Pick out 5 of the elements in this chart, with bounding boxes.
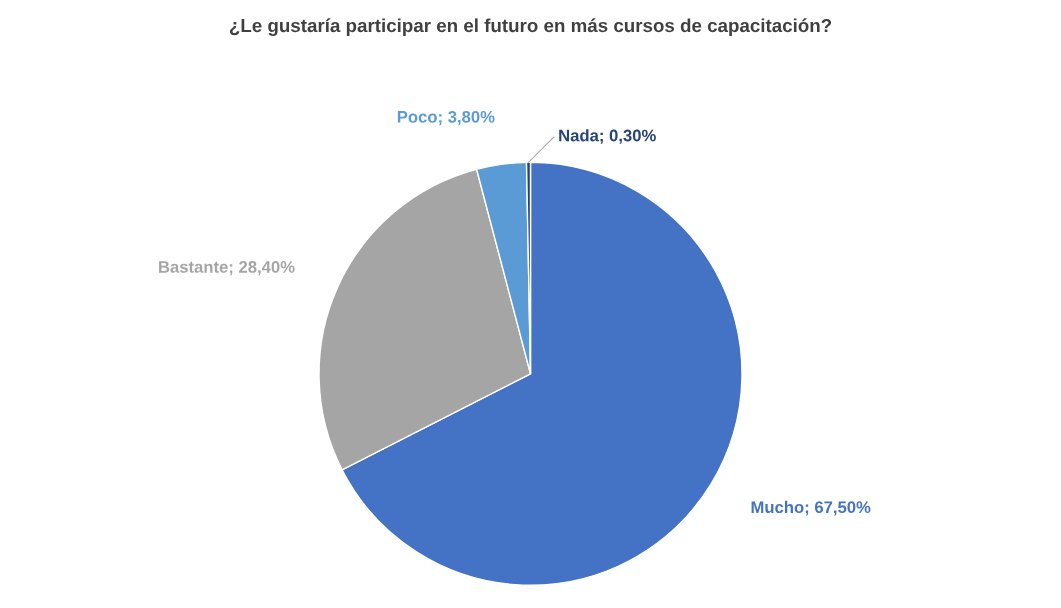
- slice-label: Nada; 0,30%: [559, 129, 656, 144]
- chart-title: ¿Le gustaría participar en el futuro en más cursos de capacitación?: [229, 18, 832, 36]
- slice-label: Poco; 3,80%: [397, 110, 495, 126]
- slice-label: Mucho; 67,50%: [751, 500, 871, 516]
- slice-label: Bastante; 28,40%: [159, 261, 295, 276]
